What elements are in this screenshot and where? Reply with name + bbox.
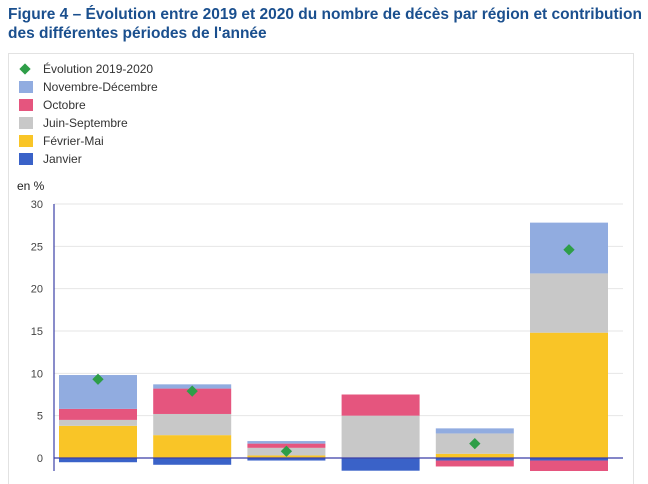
- legend-label: Octobre: [43, 98, 86, 112]
- legend-swatch-juin-septembre: [19, 117, 33, 129]
- legend-marker-evolution: [19, 63, 31, 75]
- bar-segment-juin-septembre: [341, 415, 420, 458]
- y-tick-label: 5: [37, 411, 43, 423]
- legend-swatch-f-vrier-mai: [19, 135, 33, 147]
- evolution-marker: [563, 244, 575, 256]
- bar-segment-juin-septembre: [153, 413, 232, 436]
- bars: [59, 222, 608, 471]
- bar-segment-juin-septembre: [530, 273, 608, 333]
- y-axis-ticks: 0 5 10 15 20 25 30: [31, 199, 43, 465]
- bar-segment-octobre: [341, 394, 420, 416]
- bar-segment-novembre-d-cembre: [435, 428, 514, 434]
- y-tick-label: 10: [31, 368, 43, 380]
- bar-segment-octobre: [435, 460, 514, 467]
- grid-lines: [54, 203, 623, 417]
- legend-swatch-novembre-d-cembre: [19, 81, 33, 93]
- bar-segment-janvier: [247, 458, 326, 461]
- y-tick-label: 20: [31, 284, 43, 296]
- bar-segment-novembre-d-cembre: [247, 441, 326, 444]
- bar-segment-f-vrier-mai: [59, 425, 137, 458]
- bar-segment-f-vrier-mai: [153, 435, 232, 458]
- y-tick-label: 25: [31, 241, 43, 253]
- legend-swatch-octobre: [19, 99, 33, 111]
- bar-segment-f-vrier-mai: [435, 453, 514, 458]
- legend-swatch-janvier: [19, 153, 33, 165]
- chart-title: Figure 4 – Évolution entre 2019 et 2020 …: [8, 6, 642, 42]
- y-axis-unit-label: en %: [17, 179, 45, 193]
- bar-segment-octobre: [530, 460, 608, 471]
- y-tick-label: 0: [37, 453, 43, 465]
- y-tick-label: 15: [31, 326, 43, 338]
- legend-label: Juin-Septembre: [43, 116, 128, 130]
- chart-legend: Évolution 2019-2020 Novembre-Décembre Octo…: [19, 61, 158, 166]
- bar-segment-janvier: [59, 458, 137, 463]
- evolution-marker: [186, 385, 198, 397]
- bar-segment-janvier: [530, 458, 608, 461]
- bar-segment-janvier: [435, 458, 514, 461]
- legend-label: Évolution 2019-2020: [43, 61, 153, 76]
- y-tick-label: 30: [31, 199, 43, 211]
- bar-segment-janvier: [341, 458, 420, 471]
- evolution-marker: [280, 445, 293, 457]
- bar-segment-f-vrier-mai: [530, 332, 608, 458]
- evolution-marker: [469, 437, 481, 450]
- bar-segment-juin-septembre: [59, 419, 137, 426]
- bar-segment-octobre: [59, 408, 137, 420]
- chart-svg: Évolution 2019-2020 Novembre-Décembre Octo…: [17, 61, 623, 471]
- bar-segment-janvier: [153, 458, 232, 465]
- chart-panel: Évolution 2019-2020 Novembre-Décembre Octo…: [8, 53, 634, 484]
- legend-label: Février-Mai: [43, 134, 104, 148]
- legend-label: Novembre-Décembre: [43, 80, 158, 94]
- legend-label: Janvier: [43, 152, 82, 166]
